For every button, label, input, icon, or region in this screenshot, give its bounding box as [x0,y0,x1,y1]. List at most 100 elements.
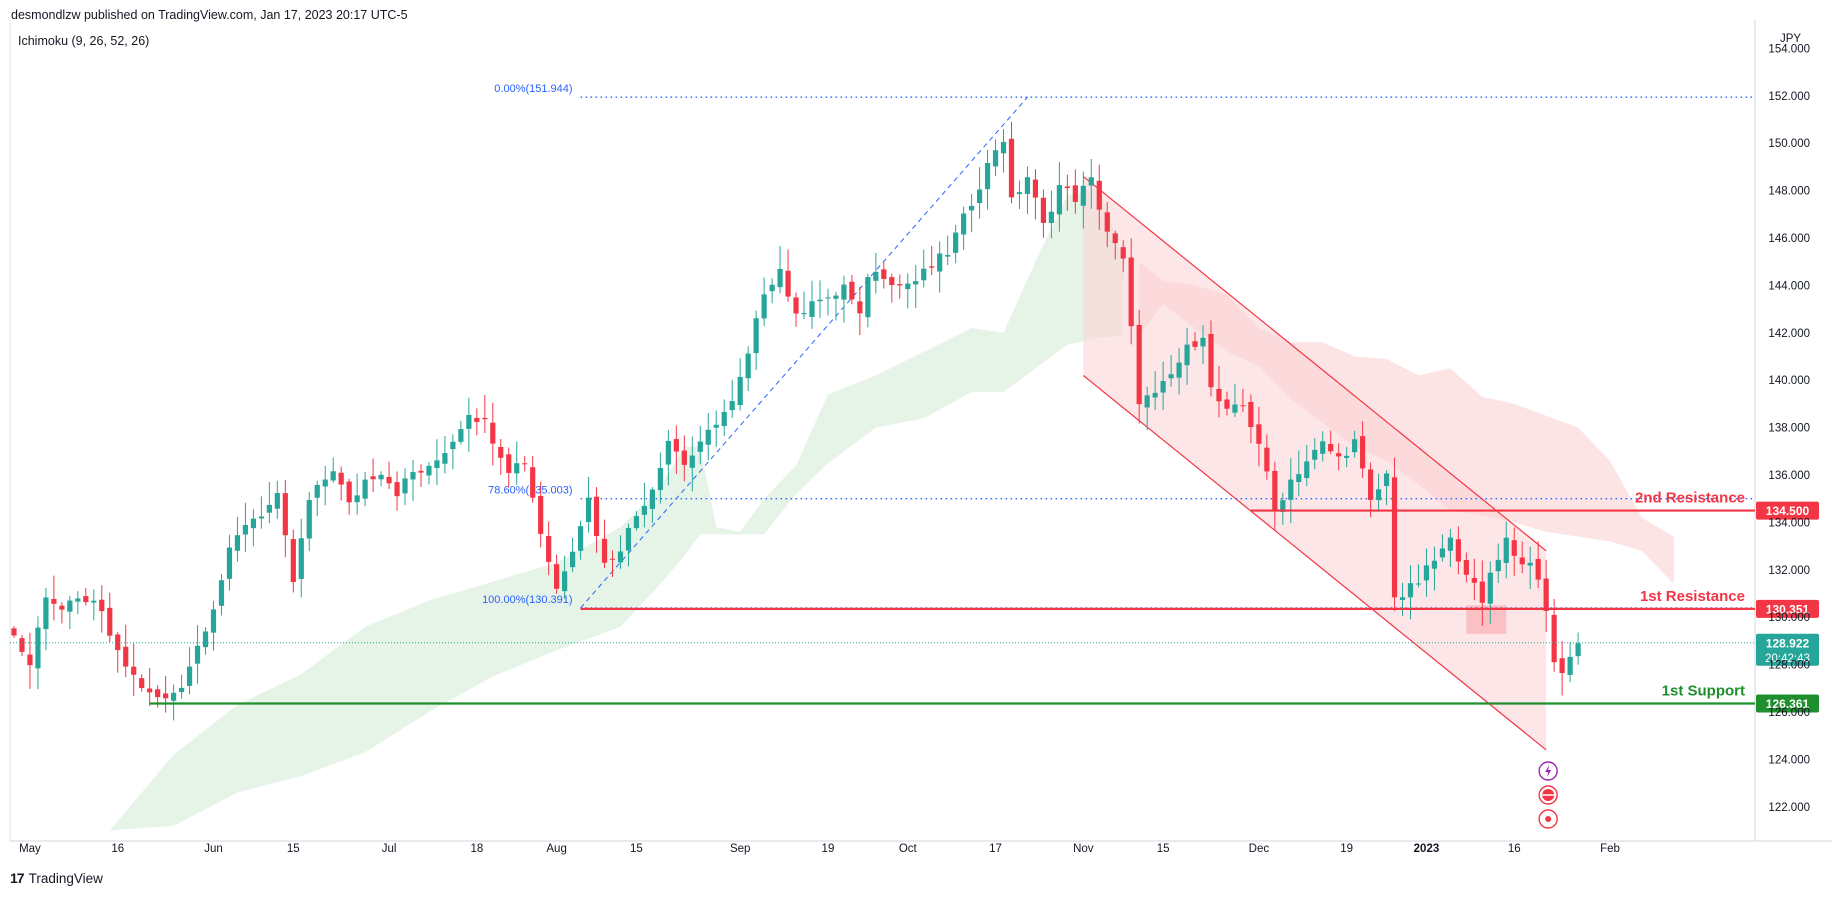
candle [625,527,632,551]
candle [210,609,217,633]
level-price-tag [1756,501,1819,520]
candle [1048,211,1054,224]
candle [27,654,33,666]
candle [825,297,831,299]
candle [1256,424,1262,444]
candle [178,687,185,693]
candle [793,297,799,314]
candle [1304,461,1310,479]
channel-lower-line [1082,375,1547,751]
candle [1328,443,1334,452]
candle [1224,399,1230,409]
candle [67,600,73,612]
indicator-legend[interactable]: Ichimoku (9, 26, 52, 26) [18,34,150,48]
target-glyph [1545,816,1552,822]
candle [290,539,296,583]
candle [729,401,735,411]
y-tick-label: 132.000 [1768,565,1810,577]
candle [1264,447,1270,472]
tradingview-logo-icon: 17 [10,870,25,886]
fib-level-label: 0.00%(151.944) [494,83,572,95]
y-tick-label: 142.000 [1768,328,1810,340]
y-tick-label: 124.000 [1768,754,1810,766]
tradingview-brand[interactable]: 17 TradingView [10,870,103,886]
candle [1368,469,1374,500]
candle [1375,489,1382,501]
y-tick-label: 154.000 [1768,43,1810,55]
candle [1320,441,1326,454]
candle [1104,212,1110,232]
candle [186,666,193,686]
candle [745,353,751,379]
candle [506,454,512,473]
candle [202,631,209,648]
candle [937,253,943,272]
candle [641,505,648,515]
candle [673,439,679,452]
candle [1383,473,1390,487]
candle [1495,559,1501,572]
candle [1312,449,1318,460]
y-tick-label: 128.000 [1768,660,1810,672]
candle [298,538,304,579]
fib-level-label: 100.00%(130.391) [482,594,573,606]
x-tick-label: Oct [899,843,918,855]
candle [577,526,584,551]
candle [1176,362,1182,378]
candle [1160,381,1166,393]
candle [171,692,177,701]
candle [817,299,823,302]
candle [689,455,695,468]
candle [1519,557,1525,565]
candle [849,281,855,300]
candle [921,268,927,281]
candle [1056,185,1062,215]
level-price-tag-text: 130.351 [1766,602,1810,616]
x-tick-label: Dec [1249,843,1270,855]
candle [1487,572,1493,604]
level-label: 1st Support [1662,682,1745,699]
y-tick-label: 122.000 [1768,802,1810,814]
candle [649,489,655,509]
candle [1543,578,1549,611]
candle [913,281,919,285]
candle [250,518,256,529]
candle [1288,479,1294,500]
candle [1455,539,1461,562]
x-tick-label: 15 [287,843,300,855]
candle [1152,392,1158,398]
candle [1000,141,1007,154]
x-tick-label: 15 [1157,843,1170,855]
candle [585,497,592,523]
candle [35,627,41,669]
candle [617,551,624,563]
candle [969,205,975,211]
x-tick-label: 19 [822,843,835,855]
candle [402,478,408,494]
candle [657,467,663,491]
candle [218,580,225,606]
candle [1280,500,1286,512]
candle [1248,401,1254,428]
level-price-tag-text: 134.500 [1766,504,1810,518]
x-tick-label: Sep [730,843,750,855]
candle [1064,186,1070,189]
ichimoku-cloud-bullish [109,188,1124,831]
y-tick-label: 140.000 [1768,375,1810,387]
y-tick-label: 130.000 [1768,612,1810,624]
candle [19,638,25,652]
channel-upper-line [1082,175,1547,552]
candle [155,689,161,698]
candle [83,596,89,603]
candle [362,479,368,499]
candle [370,476,376,480]
candle [258,516,264,519]
candle [1008,138,1015,198]
candle [242,524,249,535]
candle [737,376,743,406]
candle [705,429,711,445]
candle [1208,333,1214,388]
candle [1336,453,1342,457]
